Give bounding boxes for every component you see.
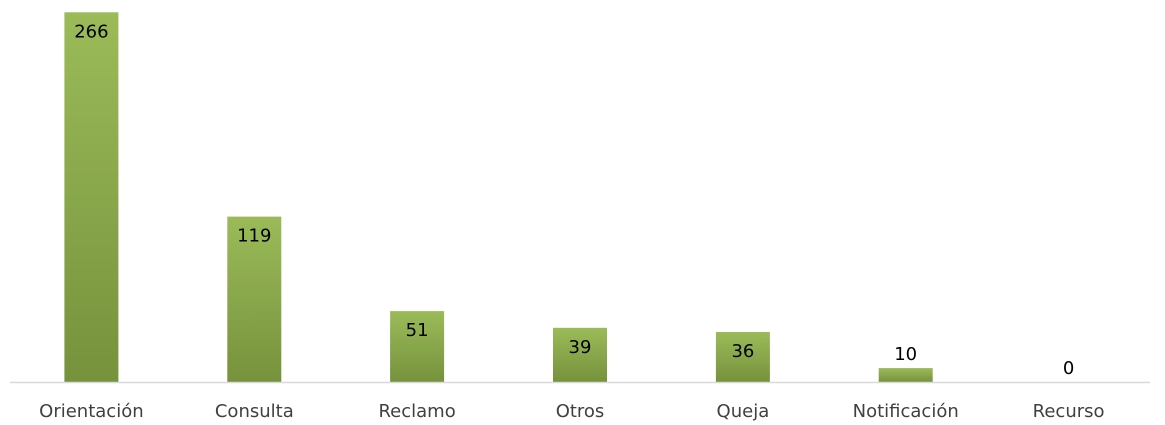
- data-label-0: 266: [74, 21, 108, 42]
- bar-1: [227, 216, 282, 382]
- category-label-6: Recurso: [1033, 401, 1105, 421]
- data-label-2: 51: [406, 320, 429, 341]
- data-label-3: 39: [569, 337, 592, 358]
- bar-0: [64, 12, 119, 383]
- category-label-2: Reclamo: [378, 401, 455, 421]
- bar-4: [715, 332, 770, 382]
- category-label-4: Queja: [717, 401, 770, 421]
- bar-3: [553, 327, 607, 382]
- category-label-5: Notificación: [853, 401, 959, 421]
- category-label-1: Consulta: [215, 401, 294, 421]
- category-labels-layer: Orientación Consulta Reclamo Otros Queja Noti…: [39, 401, 1105, 422]
- bars-layer: [64, 12, 933, 383]
- bar-2: [390, 311, 445, 382]
- bar-5: [878, 368, 933, 382]
- data-label-1: 119: [237, 226, 271, 247]
- data-label-5: 10: [894, 344, 917, 365]
- data-labels-layer: 266 119 51 39 36 10 0: [74, 21, 1074, 379]
- data-label-4: 36: [731, 341, 754, 362]
- data-label-6: 0: [1063, 358, 1074, 379]
- category-label-0: Orientación: [39, 401, 143, 421]
- category-label-3: Otros: [556, 401, 605, 421]
